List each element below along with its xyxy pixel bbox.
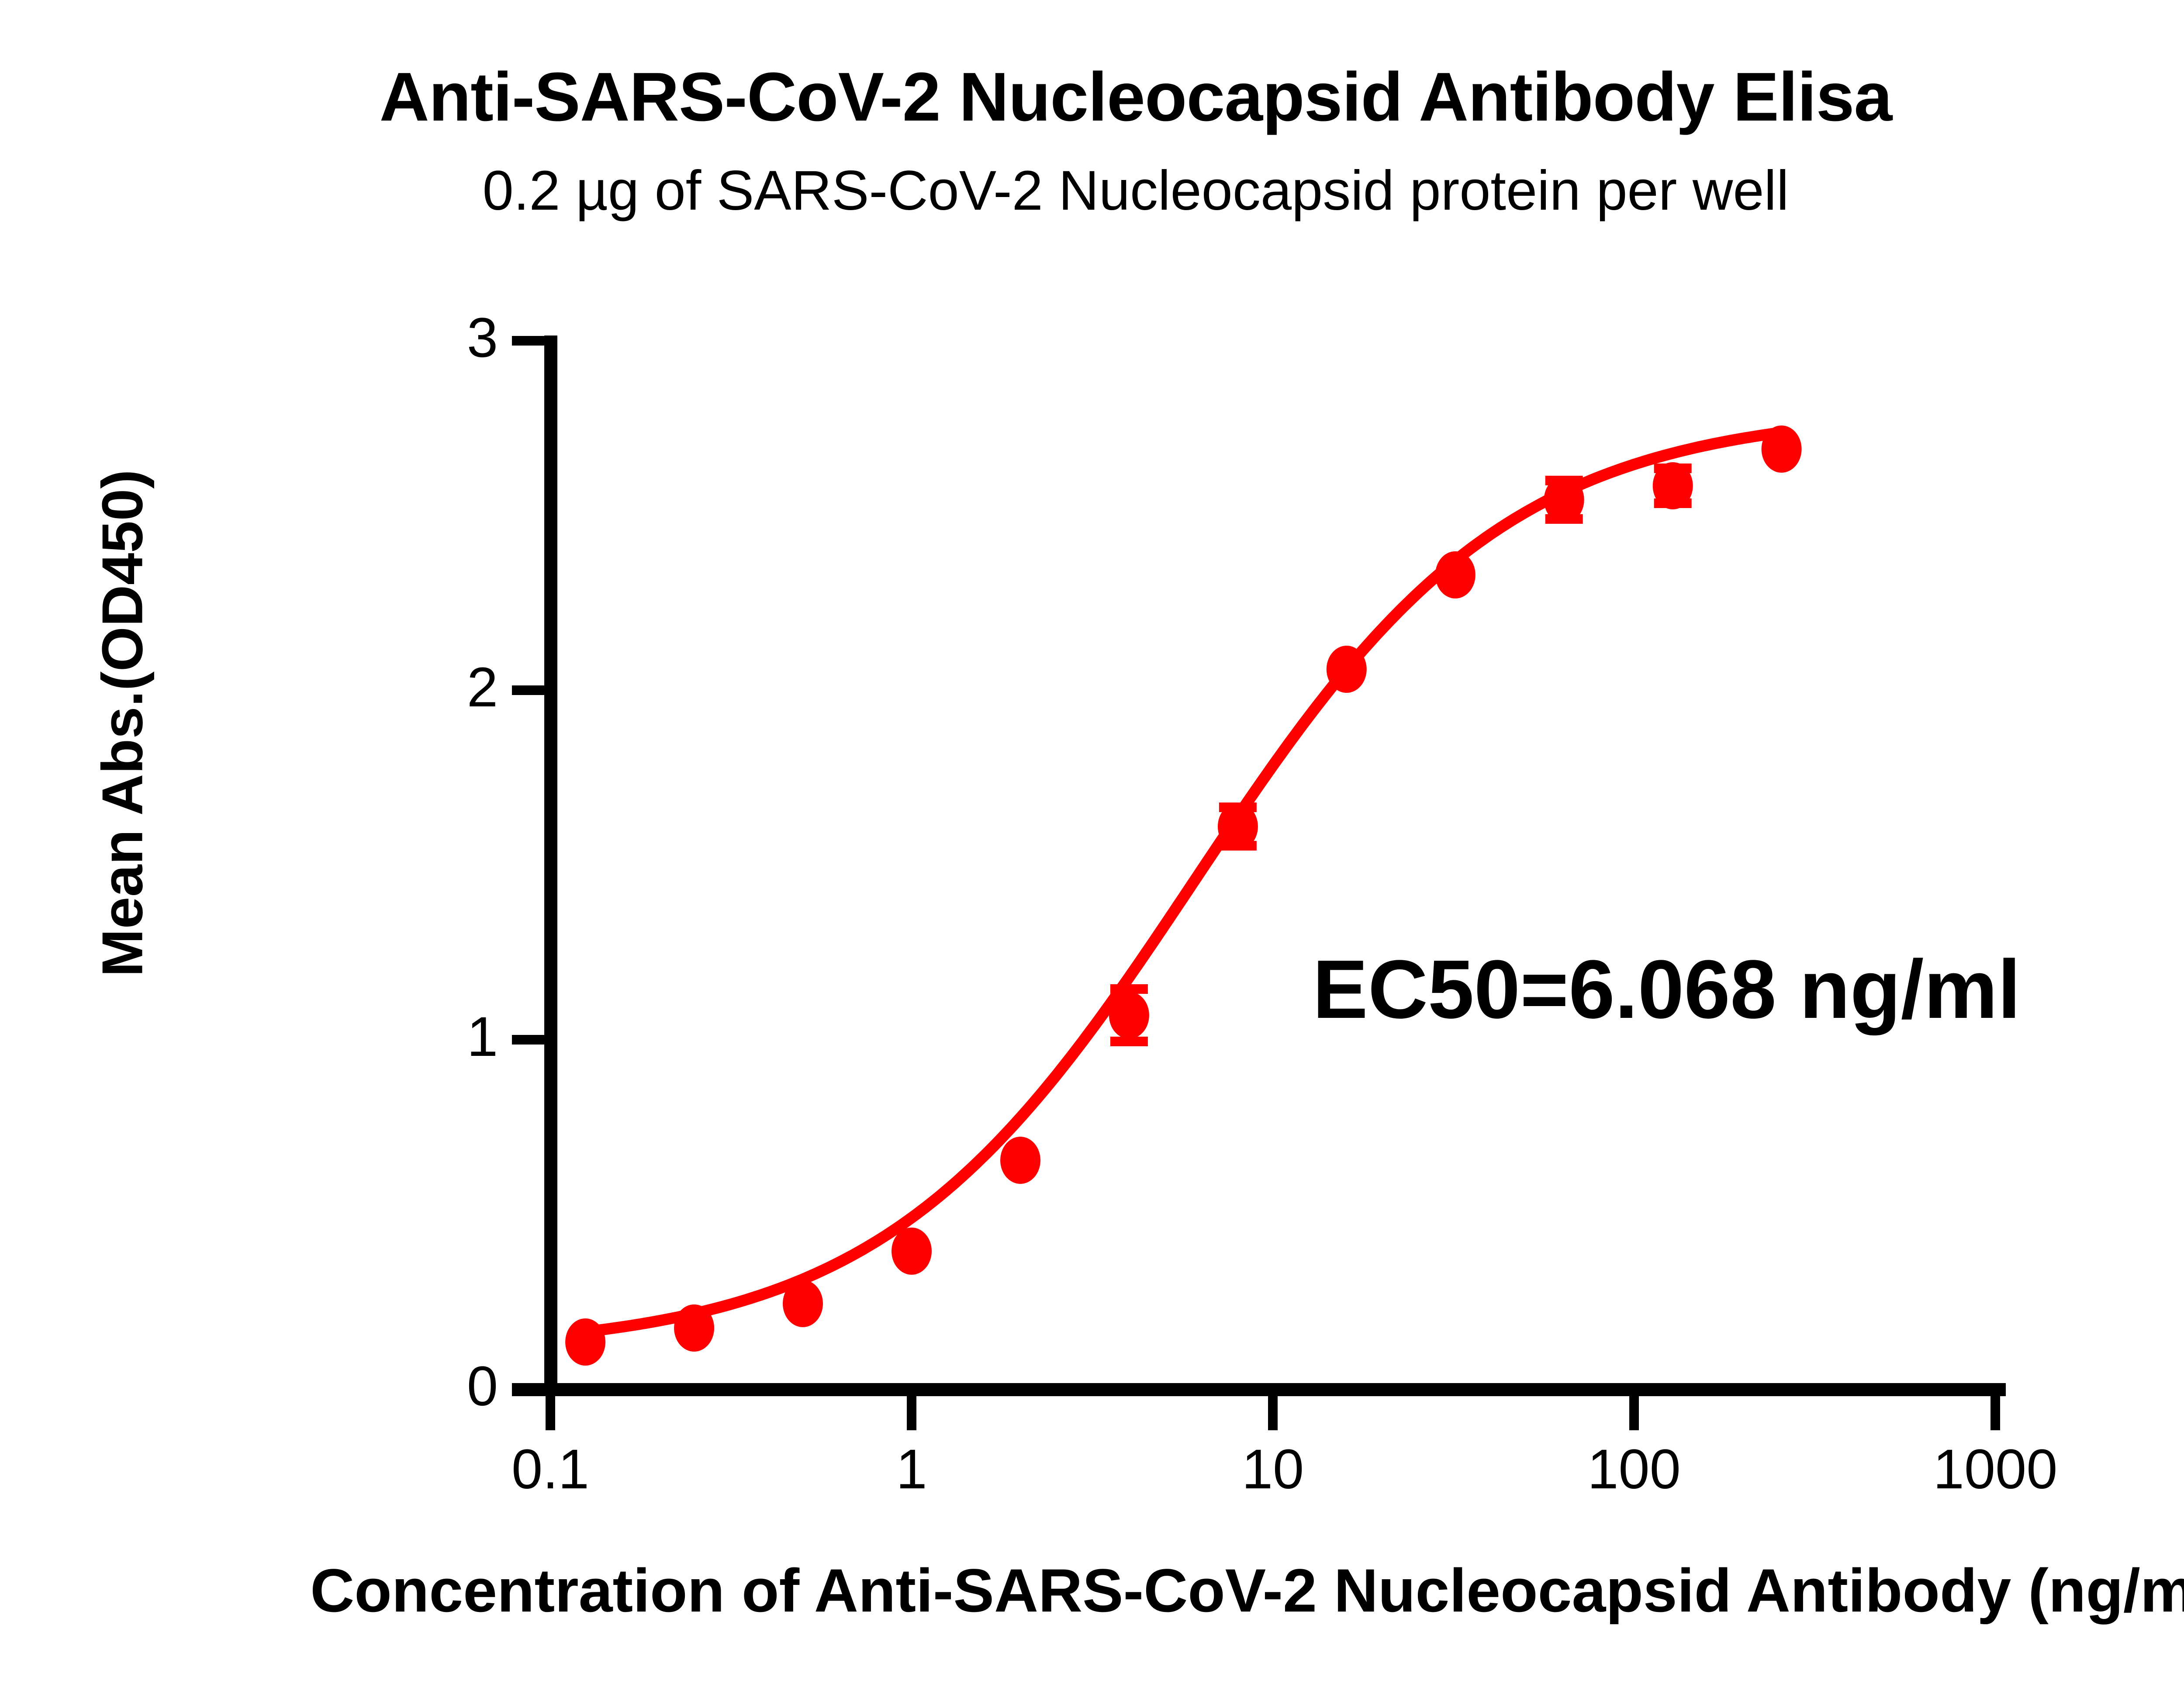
- data-point: [1761, 425, 1802, 473]
- error-bar-segment: [1110, 1037, 1148, 1046]
- x-tick-label: 1: [896, 1438, 927, 1501]
- x-tick-label: 0.1: [511, 1438, 589, 1501]
- y-tick-label: 2: [467, 656, 498, 719]
- chart-subtitle: 0.2 µg of SARS-CoV-2 Nucleocapsid protei…: [482, 159, 1789, 222]
- x-tick-mark: [1629, 1396, 1639, 1430]
- data-point: [1217, 803, 1258, 850]
- x-tick-mark: [1990, 1396, 2000, 1430]
- x-tick-label: 1000: [1933, 1438, 2058, 1501]
- y-tick-mark: [512, 685, 546, 695]
- y-tick-label: 3: [467, 307, 498, 369]
- chart-title: Anti-SARS-CoV-2 Nucleocapsid Antibody El…: [379, 59, 1893, 135]
- y-tick-mark: [512, 1035, 546, 1045]
- data-point: [1109, 992, 1149, 1039]
- y-tick-mark: [512, 336, 546, 346]
- data-point: [1000, 1137, 1040, 1184]
- x-tick-mark: [546, 1396, 555, 1430]
- data-point: [565, 1318, 606, 1366]
- x-tick-mark: [907, 1396, 916, 1430]
- x-tick-label: 10: [1241, 1438, 1304, 1501]
- y-tick-label: 0: [467, 1355, 498, 1418]
- error-bar-segment: [1110, 984, 1148, 994]
- data-point: [1652, 462, 1693, 509]
- x-axis-spine: [512, 1383, 2006, 1396]
- ec50-annotation: EC50=6.068 ng/ml: [1313, 943, 2021, 1036]
- x-tick-label: 100: [1587, 1438, 1681, 1501]
- x-axis-title: Concentration of Anti-SARS-CoV-2 Nucleoc…: [310, 1556, 2184, 1625]
- data-point: [783, 1280, 823, 1327]
- data-point: [1435, 551, 1476, 598]
- fit-curve: [580, 426, 1787, 1338]
- data-point: [892, 1228, 932, 1275]
- data-point: [674, 1304, 715, 1352]
- data-point: [1326, 646, 1367, 693]
- data-point: [1544, 476, 1584, 523]
- data-point-markers: [565, 425, 1802, 1366]
- y-tick-mark: [512, 1384, 546, 1394]
- y-axis-spine: [544, 336, 557, 1393]
- x-tick-mark: [1268, 1396, 1278, 1430]
- y-tick-label: 1: [467, 1006, 498, 1068]
